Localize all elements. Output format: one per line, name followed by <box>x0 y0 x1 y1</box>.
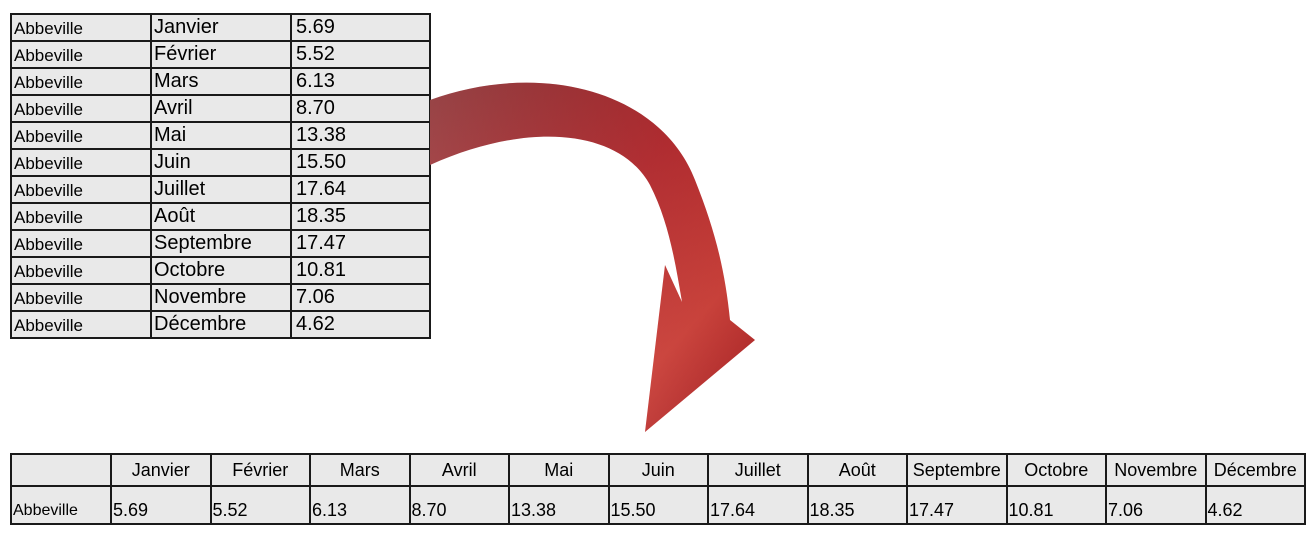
value-cell: 6.13 <box>290 67 431 96</box>
month-cell: Avril <box>150 94 292 123</box>
corner-cell <box>10 453 112 487</box>
month-header: Avril <box>408 453 510 487</box>
value-cell: 15.50 <box>290 148 431 177</box>
month-cell: Mai <box>150 121 292 150</box>
city-cell: Abbeville <box>10 94 152 123</box>
table-row: Abbeville 5.69 5.52 6.13 8.70 13.38 15.5… <box>10 485 1306 525</box>
table-row: Abbeville Septembre 17.47 <box>10 229 431 258</box>
value-cell: 5.69 <box>110 485 212 525</box>
table-row: Abbeville Mars 6.13 <box>10 67 431 96</box>
value-cell: 17.47 <box>906 485 1008 525</box>
curved-arrow-icon <box>430 82 755 433</box>
month-cell: Février <box>150 40 292 69</box>
value-cell: 18.35 <box>290 202 431 231</box>
month-header: Janvier <box>110 453 212 487</box>
table-row: Abbeville Janvier 5.69 <box>10 13 431 42</box>
month-header: Juin <box>607 453 709 487</box>
city-cell: Abbeville <box>10 283 152 312</box>
city-cell: Abbeville <box>10 121 152 150</box>
month-cell: Septembre <box>150 229 292 258</box>
city-cell: Abbeville <box>10 175 152 204</box>
month-cell: Novembre <box>150 283 292 312</box>
month-header: Février <box>209 453 311 487</box>
month-header: Septembre <box>906 453 1008 487</box>
value-cell: 6.13 <box>309 485 411 525</box>
month-header: Mai <box>508 453 610 487</box>
value-cell: 5.69 <box>290 13 431 42</box>
city-cell: Abbeville <box>10 67 152 96</box>
value-cell: 17.64 <box>290 175 431 204</box>
month-cell: Janvier <box>150 13 292 42</box>
value-cell: 15.50 <box>607 485 709 525</box>
month-header: Novembre <box>1105 453 1207 487</box>
long-format-table: Abbeville Janvier 5.69 Abbeville Février… <box>10 13 431 339</box>
month-header: Décembre <box>1204 453 1306 487</box>
month-cell: Juin <box>150 148 292 177</box>
wide-format-table: Janvier Février Mars Avril Mai Juin Juil… <box>10 453 1306 525</box>
table-row: Abbeville Octobre 10.81 <box>10 256 431 285</box>
month-cell: Août <box>150 202 292 231</box>
month-header: Octobre <box>1005 453 1107 487</box>
month-header: Août <box>806 453 908 487</box>
value-cell: 4.62 <box>290 310 431 339</box>
city-cell: Abbeville <box>10 310 152 339</box>
header-row: Janvier Février Mars Avril Mai Juin Juil… <box>10 453 1306 487</box>
value-cell: 10.81 <box>290 256 431 285</box>
city-cell: Abbeville <box>10 148 152 177</box>
month-header: Juillet <box>707 453 809 487</box>
value-cell: 17.47 <box>290 229 431 258</box>
value-cell: 5.52 <box>209 485 311 525</box>
value-cell: 8.70 <box>290 94 431 123</box>
value-cell: 13.38 <box>290 121 431 150</box>
city-cell: Abbeville <box>10 485 112 525</box>
table-row: Abbeville Novembre 7.06 <box>10 283 431 312</box>
month-cell: Octobre <box>150 256 292 285</box>
arrow-highlight <box>430 82 755 433</box>
table-row: Abbeville Juin 15.50 <box>10 148 431 177</box>
table-row: Abbeville Avril 8.70 <box>10 94 431 123</box>
value-cell: 5.52 <box>290 40 431 69</box>
city-cell: Abbeville <box>10 256 152 285</box>
value-cell: 13.38 <box>508 485 610 525</box>
table-row: Abbeville Février 5.52 <box>10 40 431 69</box>
table-row: Abbeville Août 18.35 <box>10 202 431 231</box>
value-cell: 7.06 <box>290 283 431 312</box>
month-cell: Mars <box>150 67 292 96</box>
city-cell: Abbeville <box>10 13 152 42</box>
city-cell: Abbeville <box>10 40 152 69</box>
table-row: Abbeville Juillet 17.64 <box>10 175 431 204</box>
city-cell: Abbeville <box>10 202 152 231</box>
value-cell: 8.70 <box>408 485 510 525</box>
value-cell: 10.81 <box>1005 485 1107 525</box>
table-row: Abbeville Mai 13.38 <box>10 121 431 150</box>
table-row: Abbeville Décembre 4.62 <box>10 310 431 339</box>
month-cell: Juillet <box>150 175 292 204</box>
city-cell: Abbeville <box>10 229 152 258</box>
value-cell: 7.06 <box>1105 485 1207 525</box>
month-cell: Décembre <box>150 310 292 339</box>
value-cell: 17.64 <box>707 485 809 525</box>
value-cell: 18.35 <box>806 485 908 525</box>
value-cell: 4.62 <box>1204 485 1306 525</box>
month-header: Mars <box>309 453 411 487</box>
